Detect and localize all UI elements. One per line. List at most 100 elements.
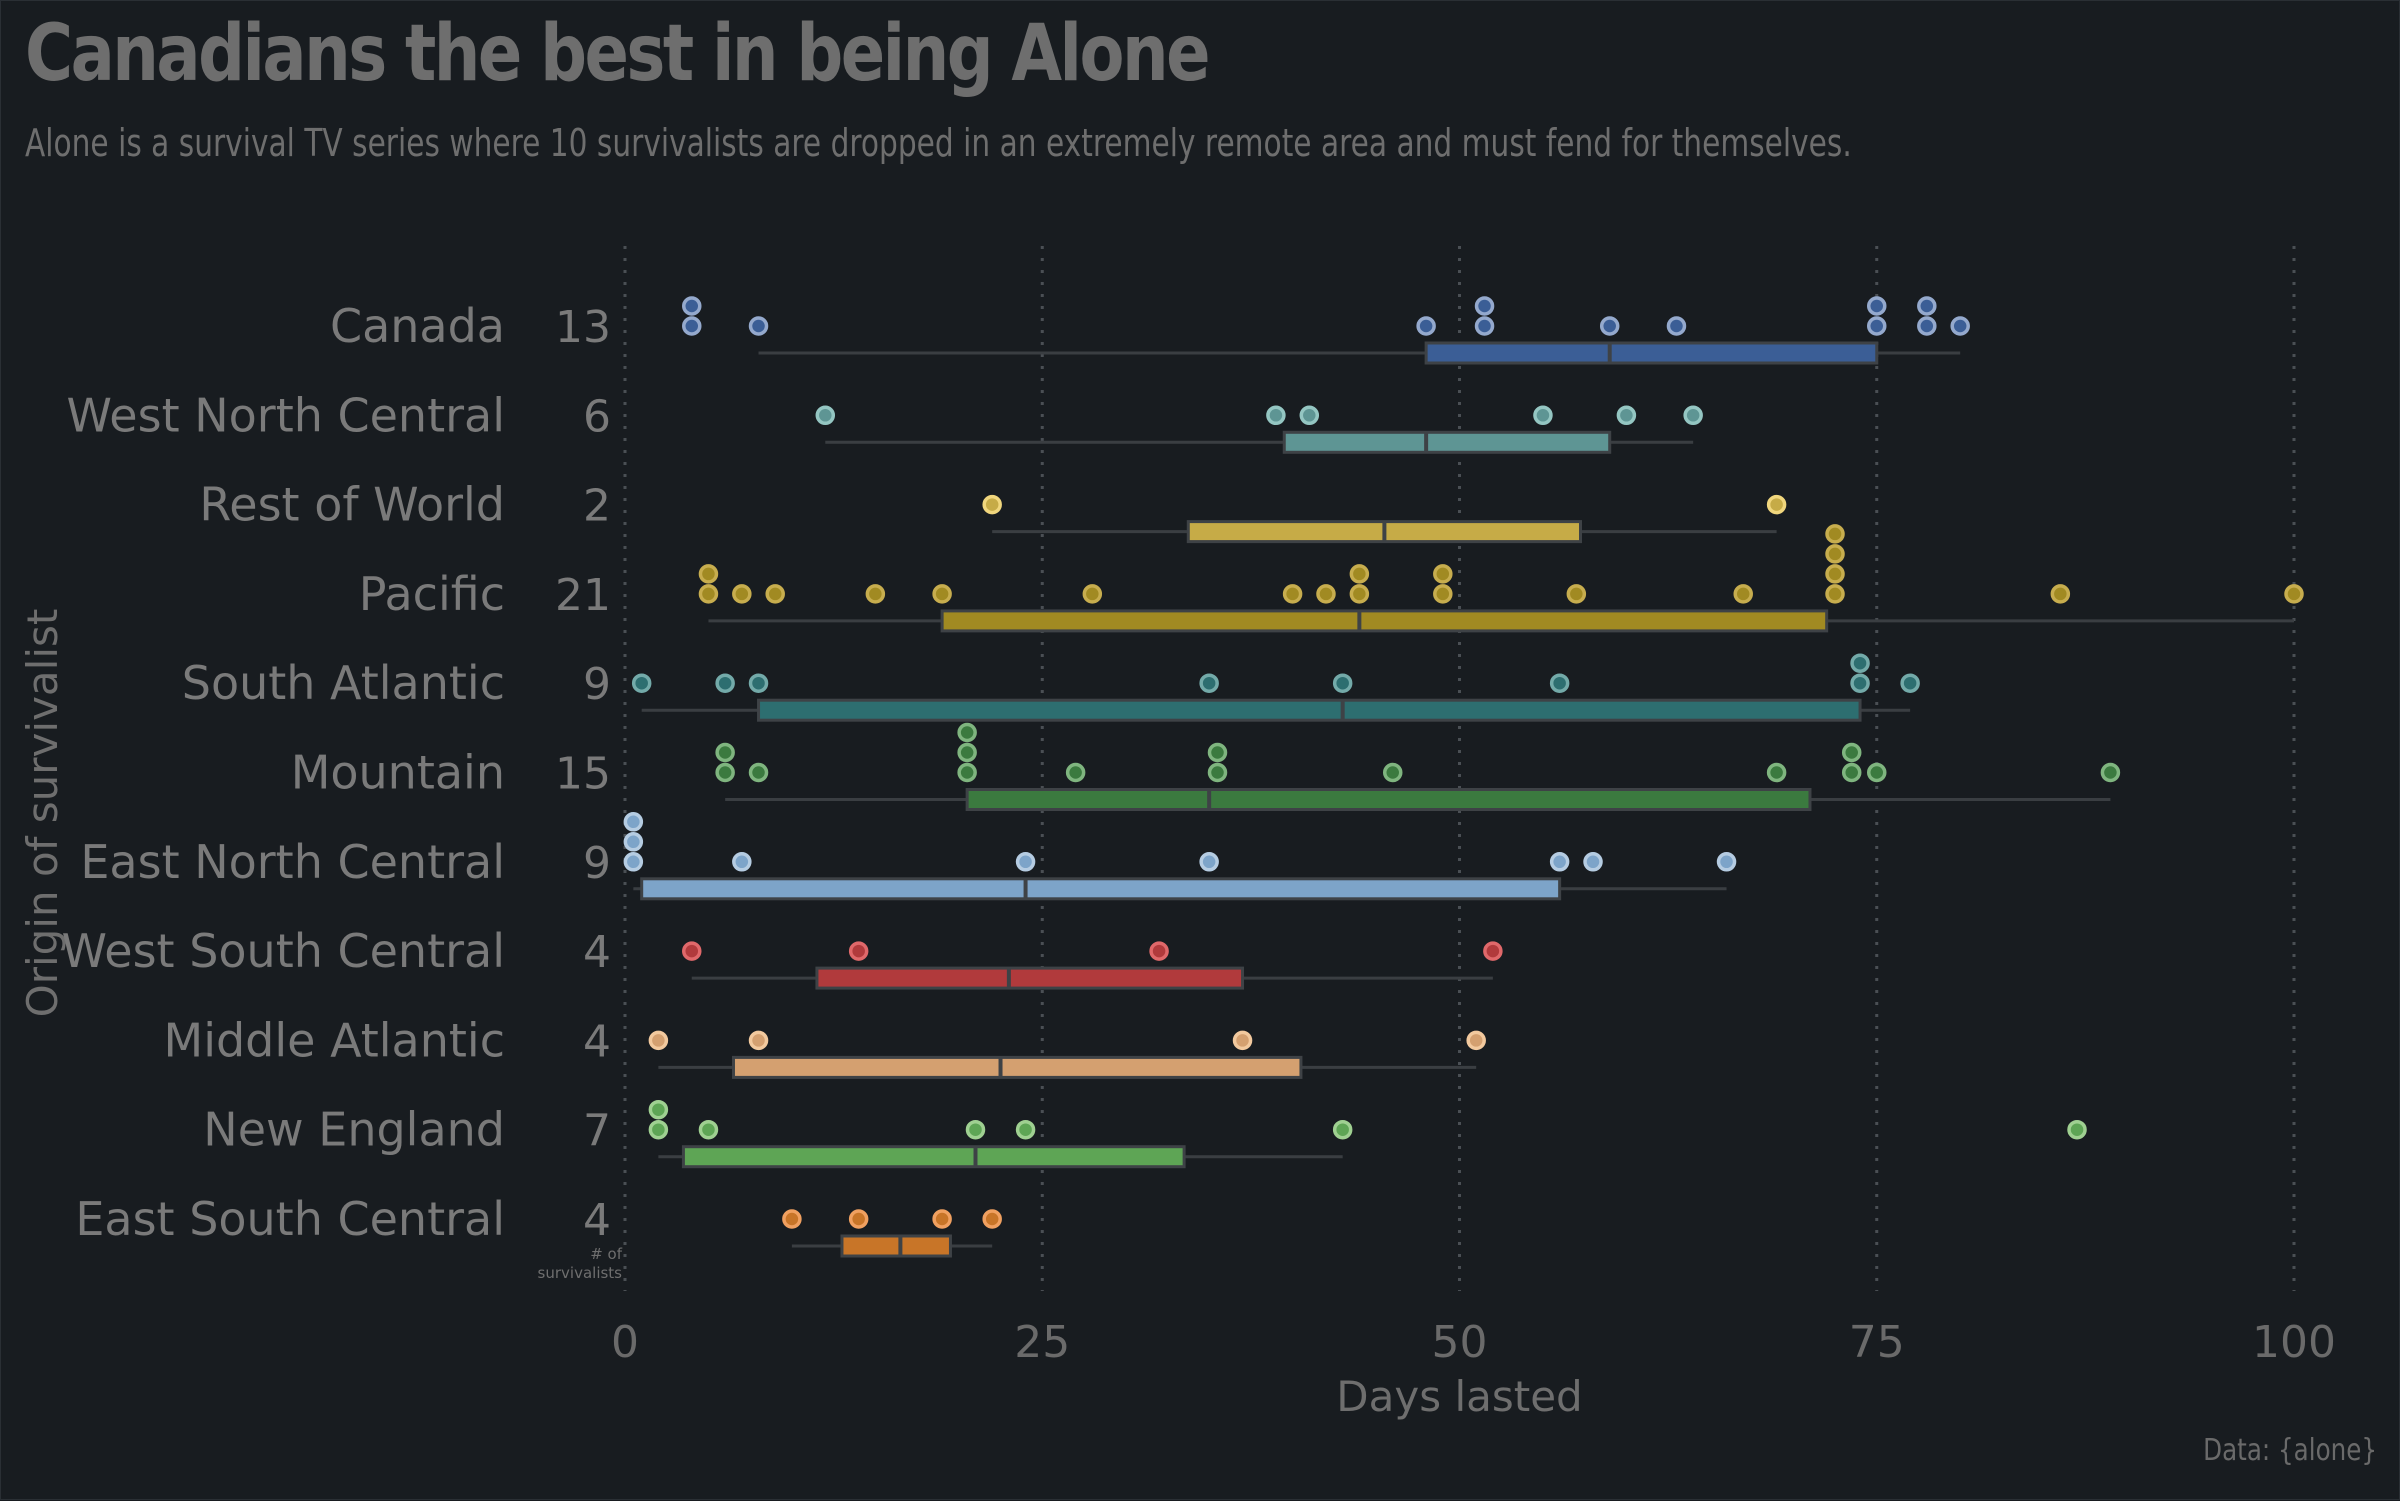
data-point	[1015, 1119, 1036, 1140]
data-point	[631, 673, 652, 693]
category-label: East North Central	[80, 835, 505, 889]
data-point	[698, 1119, 719, 1140]
count-label: 13	[555, 302, 611, 353]
data-point	[1549, 852, 1570, 872]
box	[757, 698, 1862, 722]
data-point	[682, 316, 702, 336]
data-point	[1566, 584, 1587, 604]
data-point	[1199, 673, 1219, 693]
series-row: East South Central 4	[75, 1192, 1002, 1258]
data-point	[748, 673, 769, 693]
series-row: New England 7	[203, 1099, 2087, 1169]
chart-subtitle: Alone is a survival TV series where 10 s…	[25, 121, 1852, 165]
data-point	[1433, 584, 1453, 604]
data-point	[1232, 1030, 1253, 1051]
data-point	[732, 584, 752, 604]
data-point	[957, 762, 977, 783]
series-row: West South Central 4	[61, 924, 1503, 990]
data-point	[1549, 673, 1570, 693]
series-row: Middle Atlantic 4	[164, 1013, 1486, 1079]
series-row: Rest of World 2	[199, 478, 1787, 544]
data-point	[1841, 742, 1862, 763]
data-point	[1533, 405, 1553, 426]
category-label: West North Central	[67, 388, 505, 442]
box	[940, 609, 1829, 633]
data-point	[2284, 584, 2304, 604]
data-point	[1282, 584, 1303, 604]
data-point	[1299, 405, 1320, 426]
category-label: West South Central	[61, 924, 505, 978]
data-point	[1583, 852, 1603, 872]
count-label: 4	[583, 1016, 611, 1067]
data-point	[1766, 494, 1787, 515]
data-point	[932, 1209, 952, 1229]
data-point	[648, 1119, 669, 1140]
data-point	[1015, 852, 1036, 872]
data-point	[1950, 316, 1970, 336]
data-point	[623, 832, 644, 852]
count-label: 6	[583, 391, 611, 442]
count-label: 9	[583, 659, 611, 710]
data-point	[698, 584, 719, 604]
data-point	[648, 1099, 669, 1120]
data-point	[1917, 316, 1937, 336]
count-label: 21	[555, 570, 611, 621]
box	[815, 966, 1245, 990]
data-point	[1207, 762, 1228, 783]
data-point	[1466, 1030, 1486, 1051]
data-point	[932, 584, 952, 604]
data-point	[848, 941, 869, 961]
data-point	[1733, 584, 1753, 604]
data-point	[965, 1119, 986, 1140]
data-point	[1917, 296, 1937, 316]
data-point	[1382, 762, 1403, 783]
data-point	[732, 852, 752, 872]
box	[1282, 430, 1612, 454]
data-point	[2050, 584, 2071, 604]
x-tick-label: 0	[611, 1317, 639, 1368]
data-point	[715, 762, 735, 783]
series-row: South Atlantic 9	[182, 653, 1920, 722]
series-row: Pacific 21	[359, 524, 2304, 633]
box	[965, 788, 1812, 811]
data-source-caption: Data: {alone}	[2203, 1433, 2377, 1468]
count-note: survivalists	[538, 1264, 623, 1282]
data-point	[815, 405, 836, 426]
data-point	[1474, 296, 1495, 316]
data-point	[1474, 316, 1495, 336]
category-label: South Atlantic	[182, 656, 505, 710]
data-point	[1316, 584, 1336, 604]
data-point	[698, 564, 719, 584]
box	[840, 1234, 952, 1258]
data-point	[715, 742, 735, 763]
data-point	[1616, 405, 1637, 426]
data-point	[1332, 673, 1353, 693]
data-point	[1349, 584, 1370, 604]
data-point	[1082, 584, 1103, 604]
data-point	[982, 494, 1002, 515]
count-label: 9	[583, 838, 611, 889]
category-label: Canada	[330, 299, 505, 353]
data-point	[865, 584, 886, 604]
data-point	[1683, 405, 1703, 426]
data-point	[1149, 941, 1169, 961]
series-row: East North Central 9	[80, 812, 1737, 901]
data-point	[1065, 762, 1086, 783]
data-point	[1716, 852, 1737, 872]
data-point	[1841, 762, 1862, 783]
data-point	[748, 1030, 769, 1051]
x-tick-label: 100	[2252, 1317, 2336, 1368]
data-point	[957, 722, 977, 743]
data-point	[1825, 584, 1845, 604]
count-note: # of	[590, 1245, 623, 1263]
data-point	[1867, 316, 1887, 336]
category-label: Mountain	[291, 746, 505, 800]
series-row: Canada 13	[330, 296, 1970, 365]
data-point	[1900, 673, 1920, 693]
box	[731, 1055, 1303, 1079]
data-point	[1199, 852, 1219, 872]
data-point	[1825, 564, 1845, 584]
data-point	[748, 762, 769, 783]
count-label: 15	[555, 749, 611, 800]
